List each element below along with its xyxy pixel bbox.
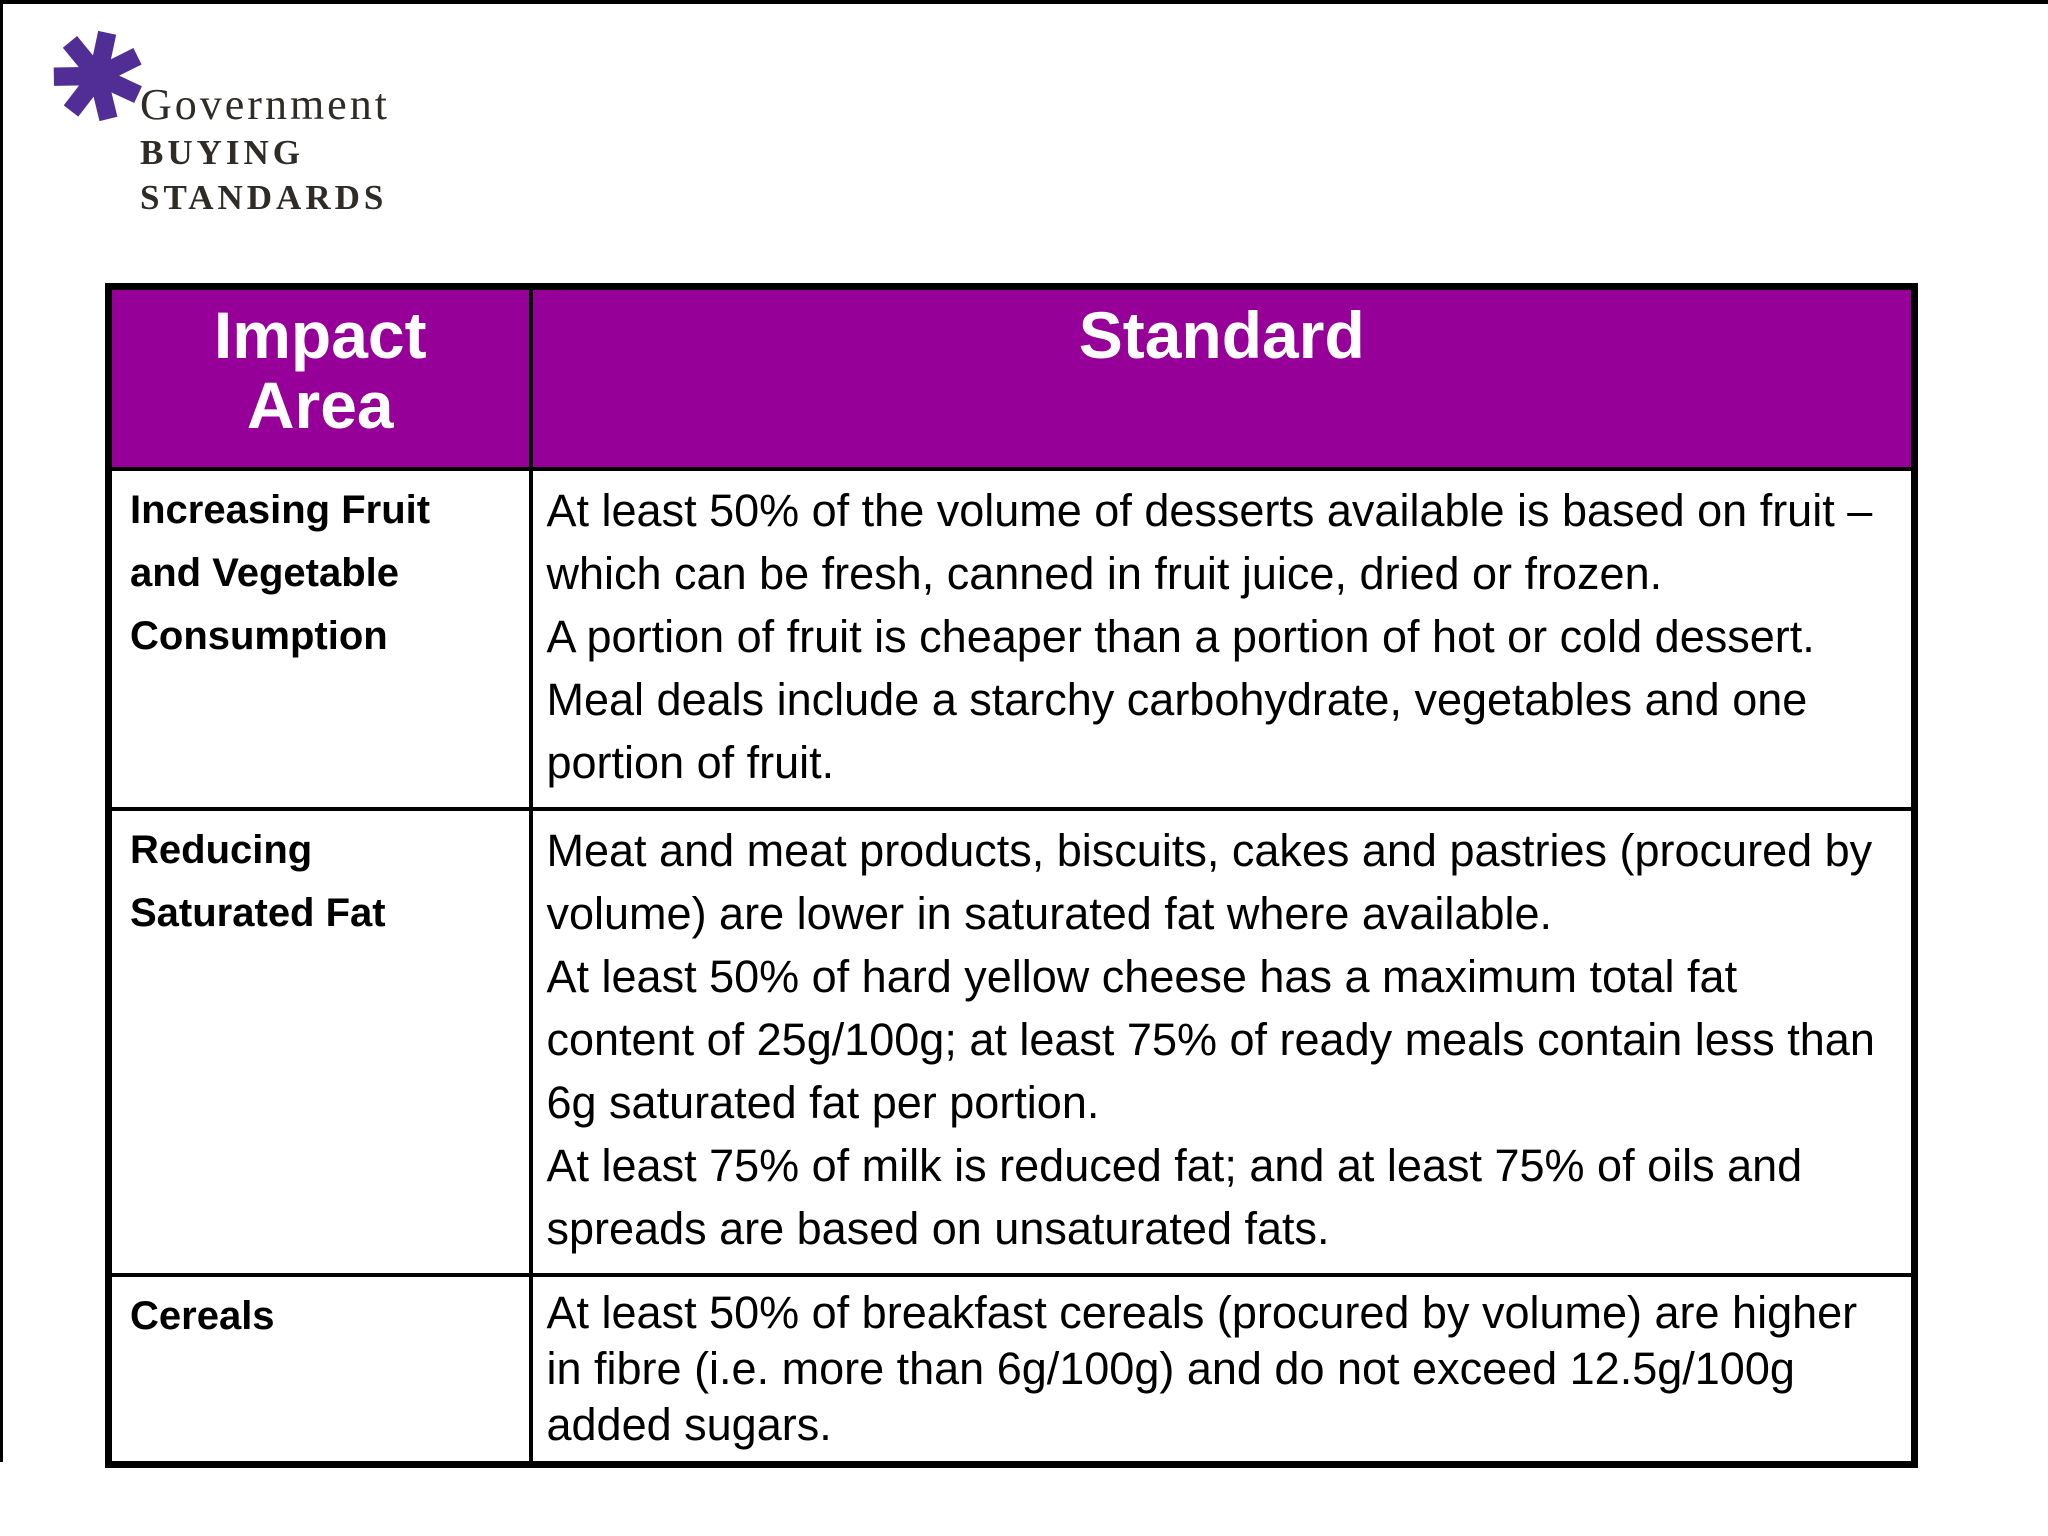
standard-cell-fruit-veg: At least 50% of the volume of desserts a…	[528, 466, 1917, 811]
text-line: 6g saturated fat per portion.	[546, 1076, 1100, 1128]
logo-buying-label: BUYING	[140, 133, 305, 172]
slide-frame-top-line	[0, 0, 2048, 4]
standard-cell-cereals: At least 50% of breakfast cereals (procu…	[528, 1272, 1917, 1466]
table-header-row: Impact Area Standard	[106, 284, 1917, 471]
table-row: Increasing Fruit and Vegetable Consumption…	[106, 466, 1917, 811]
slide-frame-left-line	[0, 0, 3, 1462]
text-line: which can be fresh, canned in fruit juic…	[546, 547, 1663, 599]
logo-text-block: Government BUYING STANDARDS	[140, 80, 540, 220]
impact-area-cell-saturated-fat: Reducing Saturated Fat	[106, 806, 533, 1277]
column-header-standard: Standard	[528, 284, 1917, 471]
text-line: volume) are lower in saturated fat where…	[546, 887, 1553, 939]
logo-government-label: Government	[140, 80, 390, 129]
text-line: and Vegetable	[130, 550, 399, 595]
standard-header-label: Standard	[1078, 298, 1365, 372]
impact-area-cell-cereals: Cereals	[106, 1272, 533, 1466]
table-row: Reducing Saturated Fat Meat and meat prod…	[106, 806, 1917, 1277]
text-line: content of 25g/100g; at least 75% of rea…	[546, 1013, 1875, 1065]
impact-area-header-label: Impact Area	[213, 298, 427, 442]
text-line: Consumption	[130, 613, 388, 658]
text-line: At least 50% of hard yellow cheese has a…	[546, 950, 1738, 1002]
text-line: Increasing Fruit	[130, 487, 431, 532]
column-header-impact-area: Impact Area	[106, 284, 533, 471]
text-line: portion of fruit.	[546, 736, 835, 788]
text-line: At least 50% of the volume of desserts a…	[546, 484, 1873, 536]
table-row: Cereals At least 50% of breakfast cereal…	[106, 1272, 1917, 1466]
text-line: Reducing	[130, 827, 313, 872]
text-line: A portion of fruit is cheaper than a por…	[546, 610, 1815, 662]
text-line: Meat and meat products, biscuits, cakes …	[546, 824, 1873, 876]
text-line: spreads are based on unsaturated fats.	[546, 1202, 1330, 1254]
text-line: Saturated Fat	[130, 890, 386, 935]
text-line: At least 50% of breakfast cereals (procu…	[546, 1286, 1858, 1338]
text-line: in fibre (i.e. more than 6g/100g) and do…	[546, 1342, 1795, 1394]
standards-table: Impact Area Standard Increasing Fruit and…	[105, 283, 1918, 1468]
impact-area-cell-fruit-veg: Increasing Fruit and Vegetable Consumption	[106, 466, 533, 811]
text-line: At least 75% of milk is reduced fat; and…	[546, 1139, 1803, 1191]
logo-standards-label: STANDARDS	[140, 178, 388, 217]
text-line: added sugars.	[546, 1398, 832, 1450]
asterisk-icon	[53, 30, 142, 122]
standard-cell-saturated-fat: Meat and meat products, biscuits, cakes …	[528, 806, 1917, 1277]
text-line: Cereals	[130, 1293, 275, 1338]
text-line: Meal deals include a starchy carbohydrat…	[546, 673, 1808, 725]
